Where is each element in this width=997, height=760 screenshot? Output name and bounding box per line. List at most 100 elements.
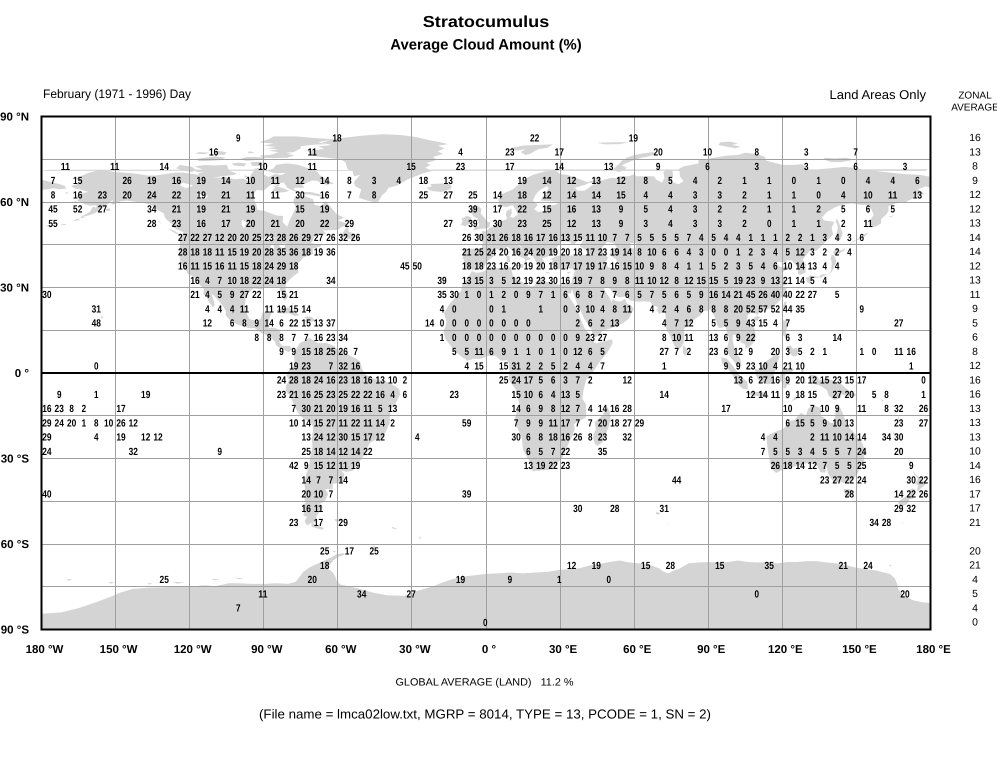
svg-text:11: 11 [970,290,981,301]
svg-text:10: 10 [820,404,829,415]
svg-text:0: 0 [711,247,716,258]
svg-text:6: 6 [588,319,593,330]
svg-text:25: 25 [369,547,378,558]
svg-text:12: 12 [141,433,150,444]
svg-text:16: 16 [73,190,82,201]
svg-text:11: 11 [363,418,372,429]
svg-text:29: 29 [345,219,354,230]
svg-text:3: 3 [489,276,494,287]
svg-text:14: 14 [795,276,804,287]
svg-text:9: 9 [972,304,978,315]
svg-text:19: 19 [246,205,255,216]
svg-text:14: 14 [795,262,804,273]
svg-text:9: 9 [539,418,544,429]
svg-text:2: 2 [742,205,747,216]
svg-text:35: 35 [795,304,804,315]
svg-text:7: 7 [292,333,297,344]
svg-text:12: 12 [969,361,981,372]
svg-text:26: 26 [116,418,125,429]
svg-text:23: 23 [456,162,465,173]
svg-text:7: 7 [576,376,581,387]
svg-text:7: 7 [576,418,581,429]
svg-text:12: 12 [573,347,582,358]
svg-text:23: 23 [832,376,841,387]
svg-text:4: 4 [810,447,815,458]
svg-text:4: 4 [397,176,402,187]
svg-text:6: 6 [588,347,593,358]
svg-text:8: 8 [539,433,544,444]
svg-text:11: 11 [258,589,267,600]
svg-text:16: 16 [907,347,916,358]
svg-text:18: 18 [419,176,428,187]
svg-text:24: 24 [314,376,323,387]
svg-text:16: 16 [610,262,619,273]
svg-text:18: 18 [783,461,792,472]
svg-text:6: 6 [724,347,729,358]
svg-text:9: 9 [292,347,297,358]
svg-text:1: 1 [699,262,704,273]
svg-text:5: 5 [822,447,827,458]
svg-text:18: 18 [548,433,557,444]
svg-text:3: 3 [798,447,803,458]
svg-text:10: 10 [703,148,712,159]
svg-text:21: 21 [314,404,323,415]
svg-text:10: 10 [647,247,656,258]
svg-text:4: 4 [662,319,667,330]
svg-text:4: 4 [205,276,210,287]
svg-text:19: 19 [339,404,348,415]
svg-text:11: 11 [888,190,897,201]
svg-text:6: 6 [551,376,556,387]
svg-text:6: 6 [563,290,568,301]
svg-text:1: 1 [557,575,562,586]
svg-text:5: 5 [668,176,673,187]
svg-text:8: 8 [551,404,556,415]
svg-text:23: 23 [746,276,755,287]
svg-text:27: 27 [623,418,632,429]
svg-text:28: 28 [147,219,156,230]
svg-text:23: 23 [598,433,607,444]
svg-text:21: 21 [271,219,280,230]
svg-text:16: 16 [172,176,181,187]
svg-text:16: 16 [511,247,520,258]
svg-text:28: 28 [277,233,286,244]
svg-text:42: 42 [289,461,298,472]
svg-text:4: 4 [390,390,395,401]
svg-text:32: 32 [894,404,903,415]
svg-text:5: 5 [798,347,803,358]
svg-text:2: 2 [841,219,846,230]
svg-text:22: 22 [795,290,804,301]
svg-text:2: 2 [798,233,803,244]
svg-text:12: 12 [969,261,981,272]
svg-text:10: 10 [832,418,841,429]
svg-text:14: 14 [567,190,576,201]
svg-text:5: 5 [810,276,815,287]
svg-text:8: 8 [255,333,260,344]
svg-text:9: 9 [236,133,241,144]
svg-text:55: 55 [48,219,57,230]
svg-text:8: 8 [94,418,99,429]
svg-text:23: 23 [339,376,348,387]
svg-text:19: 19 [524,262,533,273]
svg-text:23: 23 [709,347,718,358]
svg-text:60 °N: 60 °N [0,197,29,209]
svg-text:10: 10 [795,361,804,372]
svg-text:0: 0 [464,333,469,344]
svg-text:0: 0 [477,333,482,344]
svg-text:14: 14 [511,404,520,415]
svg-text:15: 15 [758,319,767,330]
svg-text:16: 16 [178,262,187,273]
svg-text:7: 7 [600,290,605,301]
svg-text:18: 18 [474,262,483,273]
svg-text:25: 25 [320,547,329,558]
svg-text:8: 8 [884,390,889,401]
svg-text:21: 21 [462,247,471,258]
svg-text:0: 0 [563,347,568,358]
svg-text:19: 19 [536,461,545,472]
svg-text:2: 2 [539,361,544,372]
svg-text:5: 5 [637,233,642,244]
svg-text:7: 7 [539,290,544,301]
svg-text:0: 0 [514,290,519,301]
svg-text:11: 11 [857,404,866,415]
svg-text:1: 1 [792,205,797,216]
svg-text:14: 14 [302,475,311,486]
